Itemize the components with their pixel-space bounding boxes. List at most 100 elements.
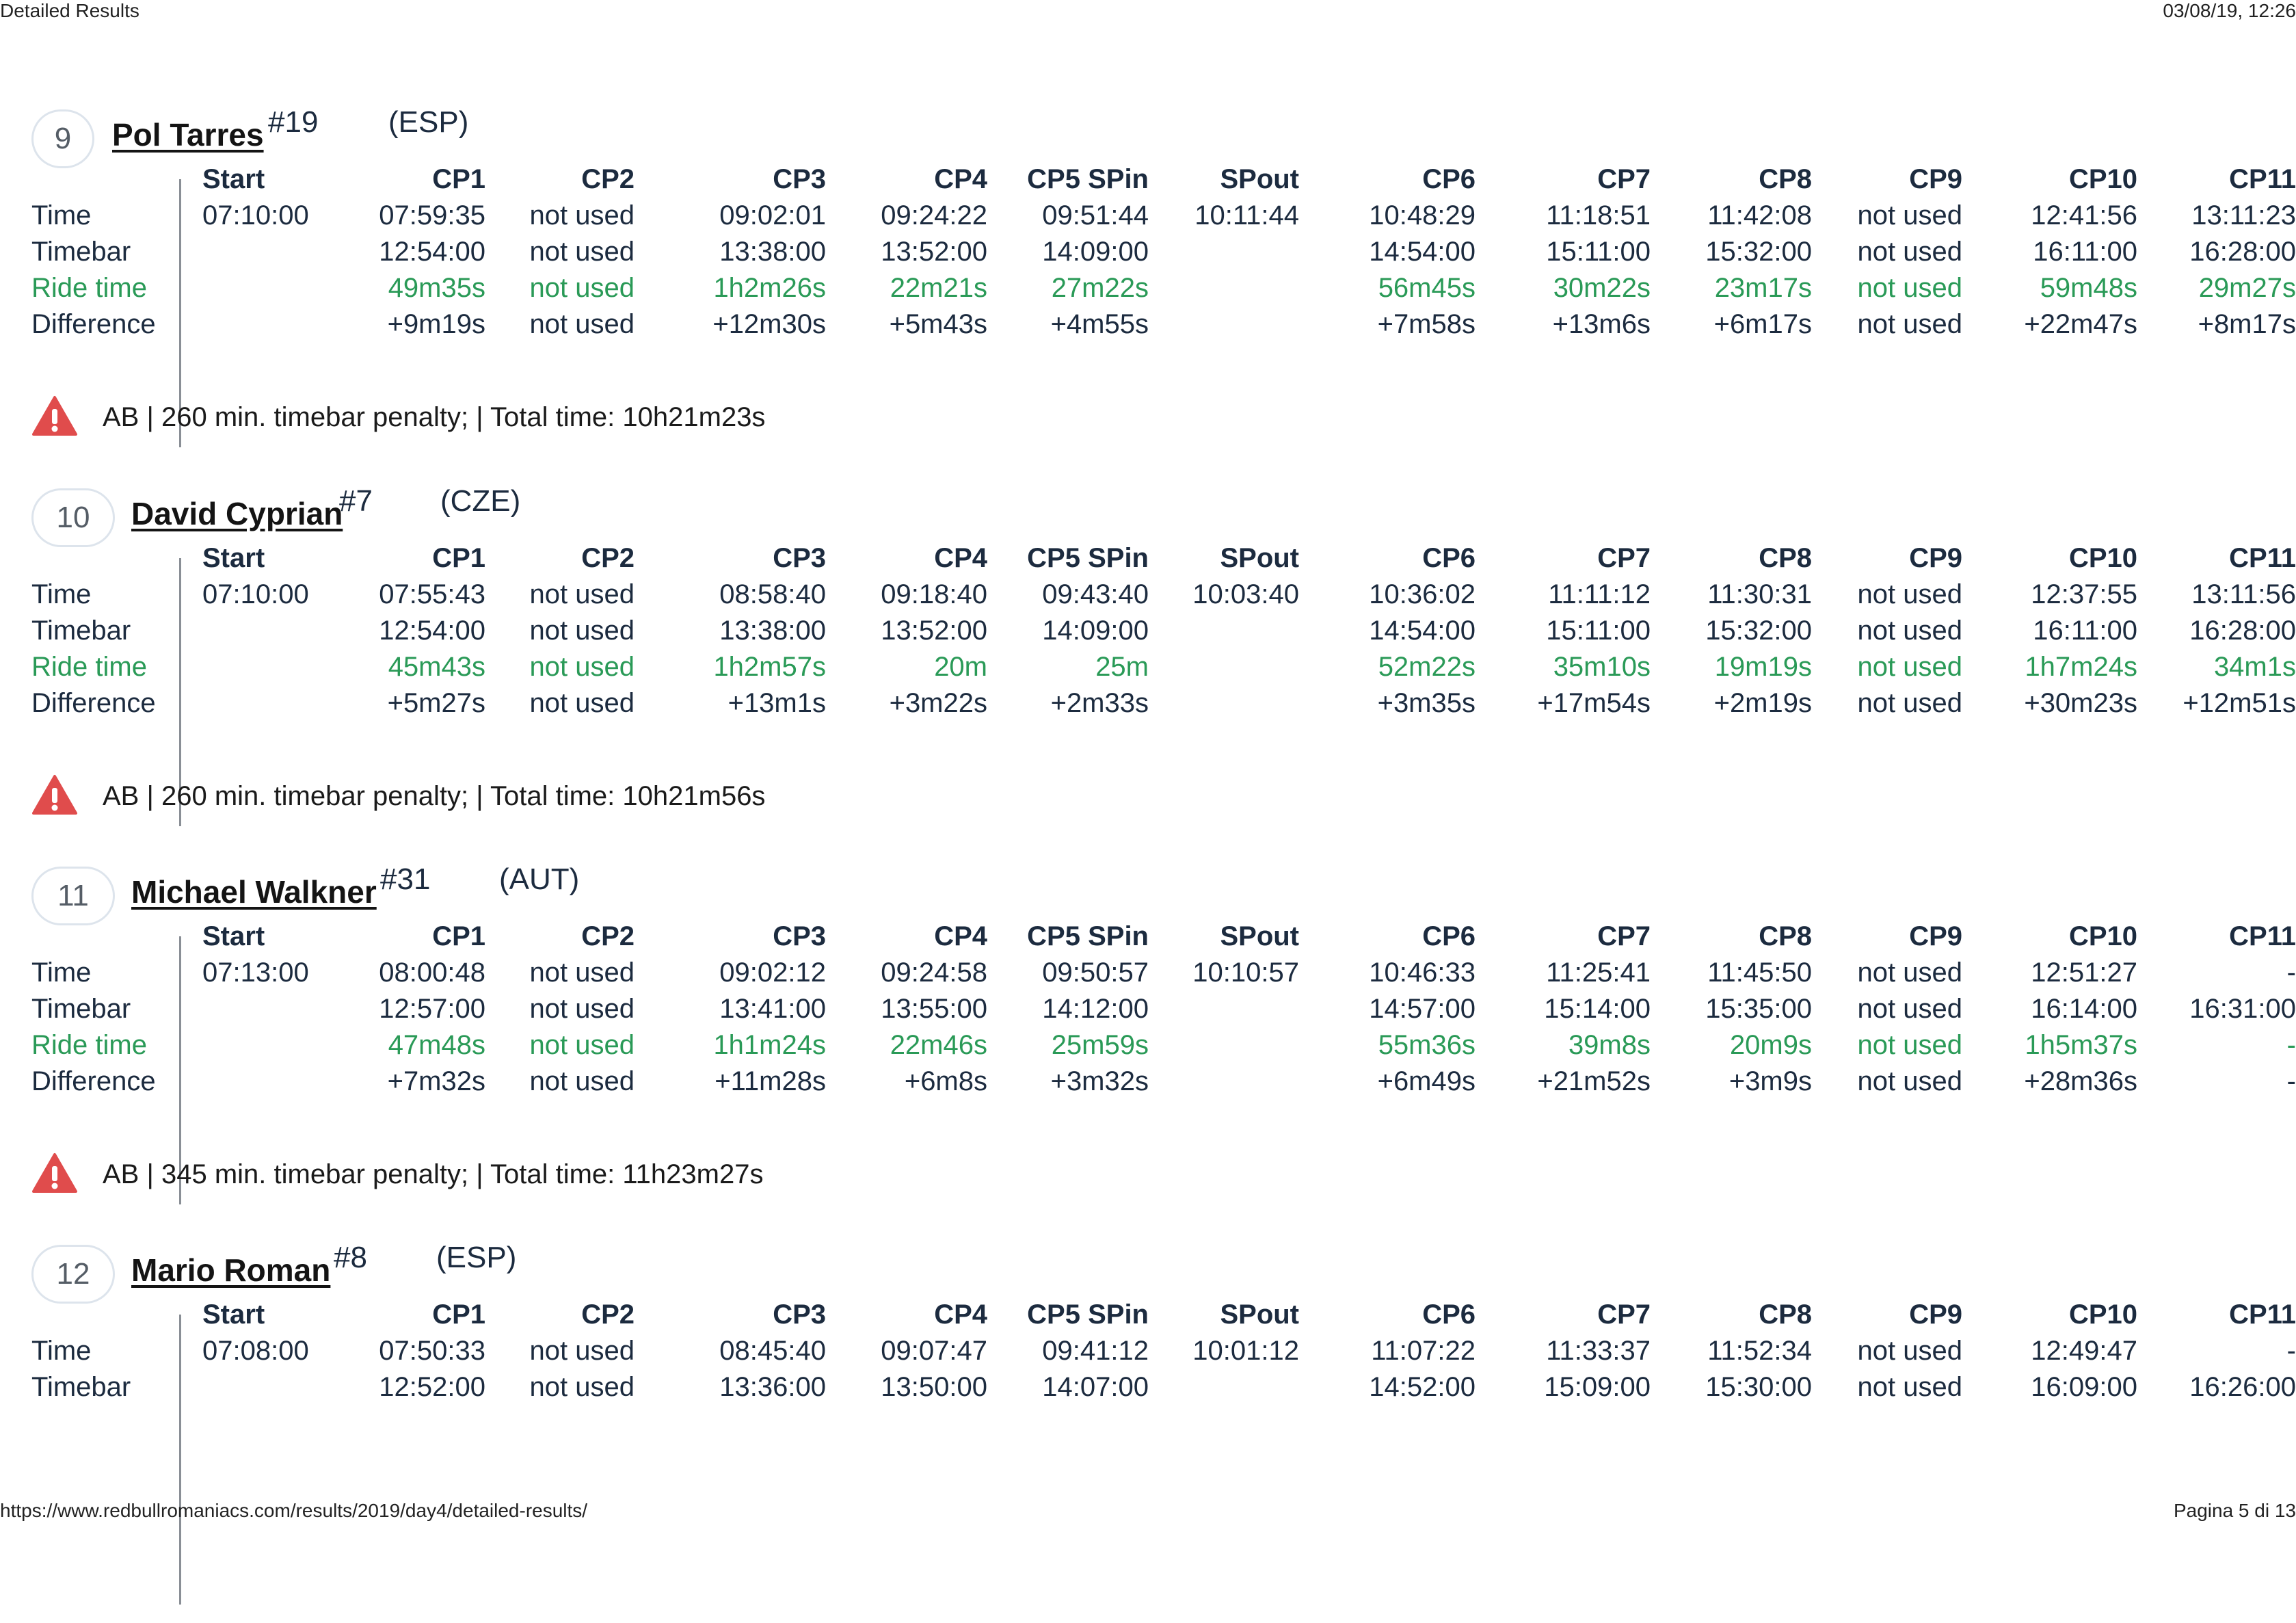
table-cell: 16:09:00 — [2031, 1372, 2137, 1402]
table-cell: 15:14:00 — [1544, 994, 1651, 1024]
column-header: CP9 — [1909, 164, 1962, 194]
nationality: (CZE) — [440, 484, 521, 518]
column-header: CP11 — [2229, 921, 2296, 951]
table-cell: 07:10:00 — [202, 200, 309, 230]
table-cell: 22m46s — [890, 1030, 987, 1060]
column-header: CP3 — [773, 921, 826, 951]
column-header: CP8 — [1759, 921, 1812, 951]
table-cell: 16:26:00 — [2189, 1372, 2296, 1402]
table-cell: not used — [529, 616, 635, 646]
row-label-difference: Difference — [31, 309, 156, 339]
rider-name-link[interactable]: Mario Roman — [131, 1252, 331, 1288]
table-cell: +7m32s — [387, 1066, 485, 1096]
column-header: Start — [202, 543, 265, 573]
table-cell: 13:36:00 — [719, 1372, 826, 1402]
table-cell: 11:52:34 — [1707, 1336, 1812, 1366]
row-label-ride-time: Ride time — [31, 652, 147, 682]
warning-icon — [31, 395, 78, 440]
column-header: CP11 — [2229, 543, 2296, 573]
table-cell: 16:11:00 — [2033, 616, 2137, 646]
rider-name-link[interactable]: Michael Walkner — [131, 874, 377, 910]
table-divider — [179, 179, 181, 447]
page-header-datetime: 03/08/19, 12:26 — [2163, 0, 2296, 21]
table-cell: not used — [1857, 616, 1962, 646]
page-header-title: Detailed Results — [0, 0, 139, 21]
table-cell: 10:36:02 — [1369, 579, 1476, 609]
column-header: CP5 SPin — [1027, 921, 1149, 951]
penalty-note: AB | 345 min. timebar penalty; | Total t… — [31, 1152, 763, 1197]
rider-name-link[interactable]: Pol Tarres — [112, 117, 264, 153]
table-cell: 08:58:40 — [719, 579, 826, 609]
column-header: CP9 — [1909, 921, 1962, 951]
table-cell: - — [2286, 1336, 2296, 1366]
rider-card: 11 Michael Walkner #31 (AUT) Start CP1 CP2 CP3 C… — [0, 862, 2296, 1245]
bib-number: #31 — [380, 862, 431, 896]
table-cell: +3m22s — [889, 688, 987, 718]
page-footer-page-number: Pagina 5 di 13 — [2173, 1500, 2296, 1521]
column-header: SPout — [1220, 921, 1299, 951]
table-cell: +8m17s — [2198, 309, 2296, 339]
table-cell: 56m45s — [1378, 273, 1476, 303]
table-cell: 08:45:40 — [719, 1336, 826, 1366]
table-cell: 13:52:00 — [881, 237, 987, 267]
table-cell: 10:03:40 — [1192, 579, 1299, 609]
table-cell: not used — [529, 273, 635, 303]
rider-card: 10 David Cyprian #7 (CZE) Start CP1 CP2 CP3 CP4 C… — [0, 484, 2296, 867]
penalty-note: AB | 260 min. timebar penalty; | Total t… — [31, 774, 765, 817]
column-header: CP10 — [2068, 543, 2137, 573]
warning-icon — [31, 1152, 78, 1197]
table-cell: 09:07:47 — [881, 1336, 987, 1366]
table-cell: not used — [529, 237, 635, 267]
column-header: CP2 — [581, 543, 635, 573]
column-header: CP5 SPin — [1027, 164, 1149, 194]
row-label-timebar: Timebar — [31, 237, 131, 267]
table-cell: 22m21s — [890, 273, 987, 303]
table-cell: 59m48s — [2040, 273, 2137, 303]
table-cell: +4m55s — [1050, 309, 1149, 339]
table-cell: 12:57:00 — [379, 994, 485, 1024]
table-cell: 13:38:00 — [719, 616, 826, 646]
table-cell: 09:41:12 — [1042, 1336, 1149, 1366]
table-cell: - — [2286, 958, 2296, 988]
column-header: CP1 — [432, 164, 485, 194]
table-cell: not used — [1857, 1030, 1962, 1060]
table-cell: 11:07:22 — [1371, 1336, 1476, 1366]
table-cell: 35m10s — [1553, 652, 1651, 682]
column-header: CP7 — [1597, 921, 1651, 951]
column-header: CP2 — [581, 1299, 635, 1330]
table-cell: 13:41:00 — [719, 994, 826, 1024]
table-cell: not used — [529, 994, 635, 1024]
table-cell: not used — [529, 652, 635, 682]
table-cell: 12:51:27 — [2031, 958, 2137, 988]
table-cell: 13:55:00 — [881, 994, 987, 1024]
row-label-time: Time — [31, 579, 92, 609]
column-header: CP3 — [773, 1299, 826, 1330]
table-cell: 11:33:37 — [1546, 1336, 1651, 1366]
table-cell: 19m19s — [1714, 652, 1812, 682]
table-cell: 09:51:44 — [1042, 200, 1149, 230]
table-cell: 12:54:00 — [379, 616, 485, 646]
table-cell: not used — [529, 1372, 635, 1402]
nationality: (AUT) — [499, 862, 580, 896]
page-footer-url: https://www.redbullromaniacs.com/results… — [0, 1500, 588, 1521]
table-cell: 12:37:55 — [2031, 579, 2137, 609]
rider-name-link[interactable]: David Cyprian — [131, 496, 343, 531]
table-cell: 49m35s — [388, 273, 485, 303]
table-cell: 16:11:00 — [2033, 237, 2137, 267]
row-label-difference: Difference — [31, 1066, 156, 1096]
table-cell: 14:57:00 — [1369, 994, 1476, 1024]
column-header: CP8 — [1759, 1299, 1812, 1330]
table-cell: 07:08:00 — [202, 1336, 309, 1366]
column-header: CP6 — [1422, 921, 1476, 951]
table-cell: 11:25:41 — [1546, 958, 1651, 988]
table-cell: 47m48s — [388, 1030, 485, 1060]
table-cell: not used — [1857, 1066, 1962, 1096]
table-cell: +6m49s — [1377, 1066, 1476, 1096]
table-cell: not used — [1857, 1372, 1962, 1402]
table-cell: not used — [529, 1030, 635, 1060]
row-label-time: Time — [31, 200, 92, 230]
column-header: Start — [202, 921, 265, 951]
table-cell: +3m35s — [1377, 688, 1476, 718]
table-cell: 10:01:12 — [1192, 1336, 1299, 1366]
row-label-timebar: Timebar — [31, 1372, 131, 1402]
